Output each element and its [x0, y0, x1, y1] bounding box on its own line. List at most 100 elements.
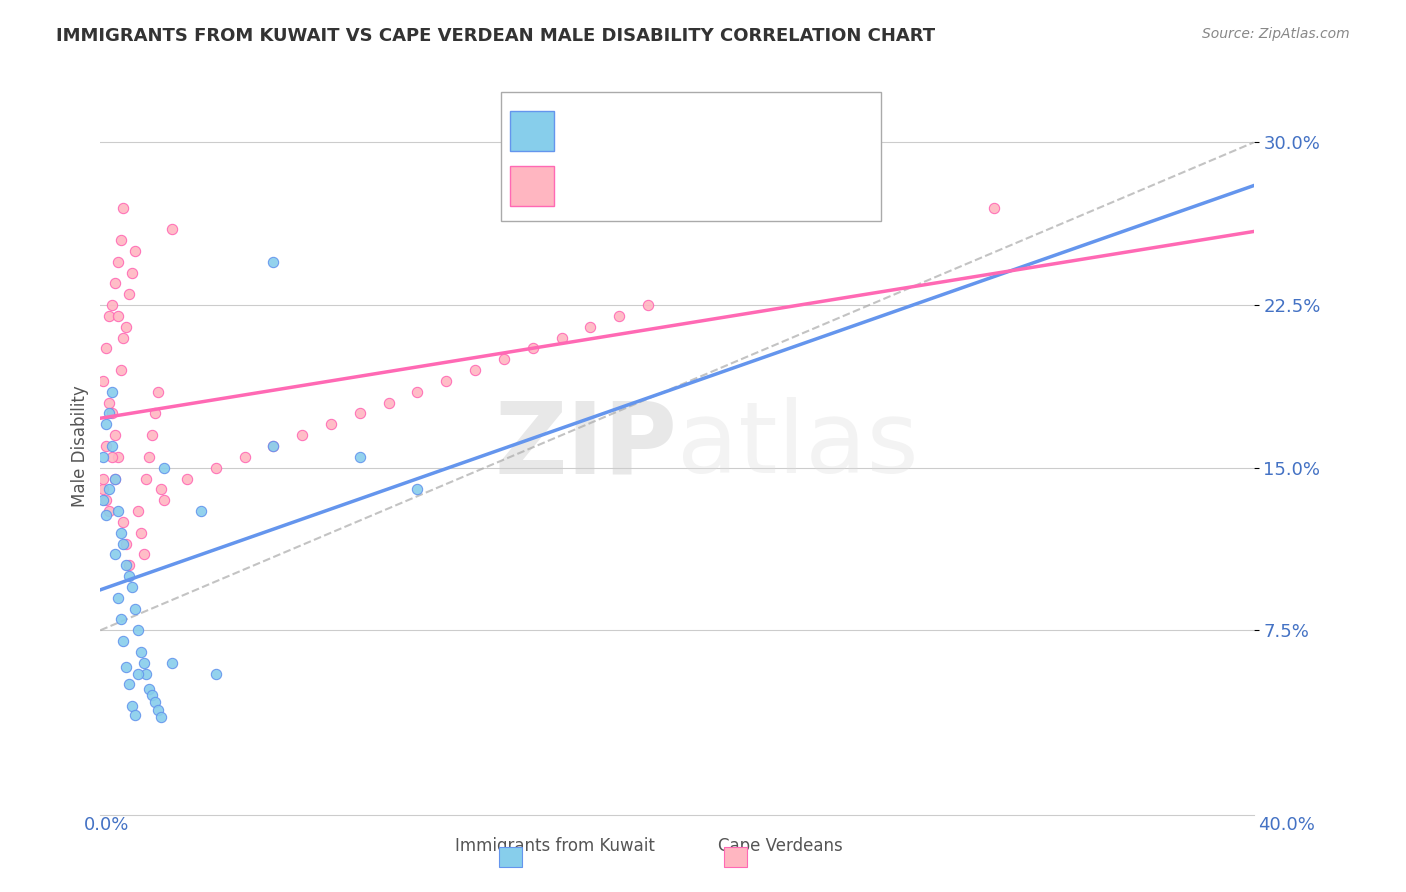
Point [141, 689, 163, 703]
Point [135, 471, 157, 485]
Point [146, 384, 169, 399]
Point [434, 374, 457, 388]
Point [152, 460, 174, 475]
Point [121, 699, 143, 714]
Point [94, 493, 117, 508]
Point [104, 471, 127, 485]
FancyBboxPatch shape [510, 166, 554, 206]
Point [124, 601, 146, 615]
Point [104, 277, 127, 291]
Point [464, 363, 486, 377]
Point [204, 460, 226, 475]
Point [112, 330, 135, 344]
Text: Source: ZipAtlas.com: Source: ZipAtlas.com [1202, 27, 1350, 41]
Point [104, 428, 127, 442]
Point [118, 677, 141, 691]
FancyBboxPatch shape [510, 111, 554, 151]
Point [110, 612, 132, 626]
Point [262, 439, 284, 453]
Point [101, 384, 124, 399]
Point [550, 330, 572, 344]
Point [110, 233, 132, 247]
Point [115, 319, 138, 334]
Point [377, 395, 399, 409]
Point [91, 471, 114, 485]
Point [101, 450, 124, 464]
Point [637, 298, 659, 312]
Point [115, 558, 138, 573]
Point [91, 483, 114, 497]
Point [94, 439, 117, 453]
Point [492, 352, 515, 367]
Point [104, 471, 127, 485]
Point [138, 681, 160, 696]
Point [141, 428, 163, 442]
Point [98, 309, 121, 323]
Text: Cape Verdeans: Cape Verdeans [718, 837, 842, 855]
Point [138, 450, 160, 464]
Point [91, 493, 114, 508]
Point [291, 428, 314, 442]
Point [204, 666, 226, 681]
Point [94, 342, 117, 356]
Point [118, 569, 141, 583]
Point [149, 710, 172, 724]
Point [349, 407, 371, 421]
Point [101, 407, 124, 421]
Point [176, 471, 198, 485]
Point [162, 656, 184, 670]
Point [162, 222, 184, 236]
Point [349, 450, 371, 464]
Point [152, 493, 174, 508]
Point [127, 504, 149, 518]
Point [127, 624, 149, 638]
Point [129, 645, 152, 659]
Point [107, 504, 129, 518]
Point [94, 508, 117, 523]
Point [101, 298, 124, 312]
Point [107, 254, 129, 268]
Point [406, 483, 429, 497]
Text: atlas: atlas [676, 398, 918, 494]
Point [607, 309, 630, 323]
Point [115, 660, 138, 674]
Point [127, 666, 149, 681]
Point [118, 558, 141, 573]
Point [233, 450, 256, 464]
Point [124, 244, 146, 258]
Point [132, 656, 155, 670]
Point [98, 395, 121, 409]
Text: R = 0.292    N = 42: R = 0.292 N = 42 [568, 120, 758, 138]
Point [112, 634, 135, 648]
Point [98, 483, 121, 497]
Text: 0.0%: 0.0% [84, 816, 129, 834]
Text: ZIP: ZIP [494, 398, 676, 494]
Point [406, 384, 429, 399]
Point [112, 536, 135, 550]
Point [124, 707, 146, 722]
Point [118, 287, 141, 301]
Point [522, 342, 544, 356]
Point [146, 704, 169, 718]
Text: 40.0%: 40.0% [1258, 816, 1315, 834]
Point [579, 319, 602, 334]
Point [107, 309, 129, 323]
Point [91, 374, 114, 388]
Point [98, 407, 121, 421]
Point [262, 439, 284, 453]
Point [132, 548, 155, 562]
Point [262, 254, 284, 268]
Point [110, 363, 132, 377]
Point [101, 439, 124, 453]
Point [91, 450, 114, 464]
Point [149, 483, 172, 497]
Text: Immigrants from Kuwait: Immigrants from Kuwait [456, 837, 655, 855]
Point [110, 525, 132, 540]
Point [98, 504, 121, 518]
Point [319, 417, 342, 432]
FancyBboxPatch shape [501, 92, 882, 221]
Point [121, 266, 143, 280]
Point [107, 450, 129, 464]
Point [143, 695, 166, 709]
Text: R = 0.432    N = 58: R = 0.432 N = 58 [568, 178, 758, 195]
